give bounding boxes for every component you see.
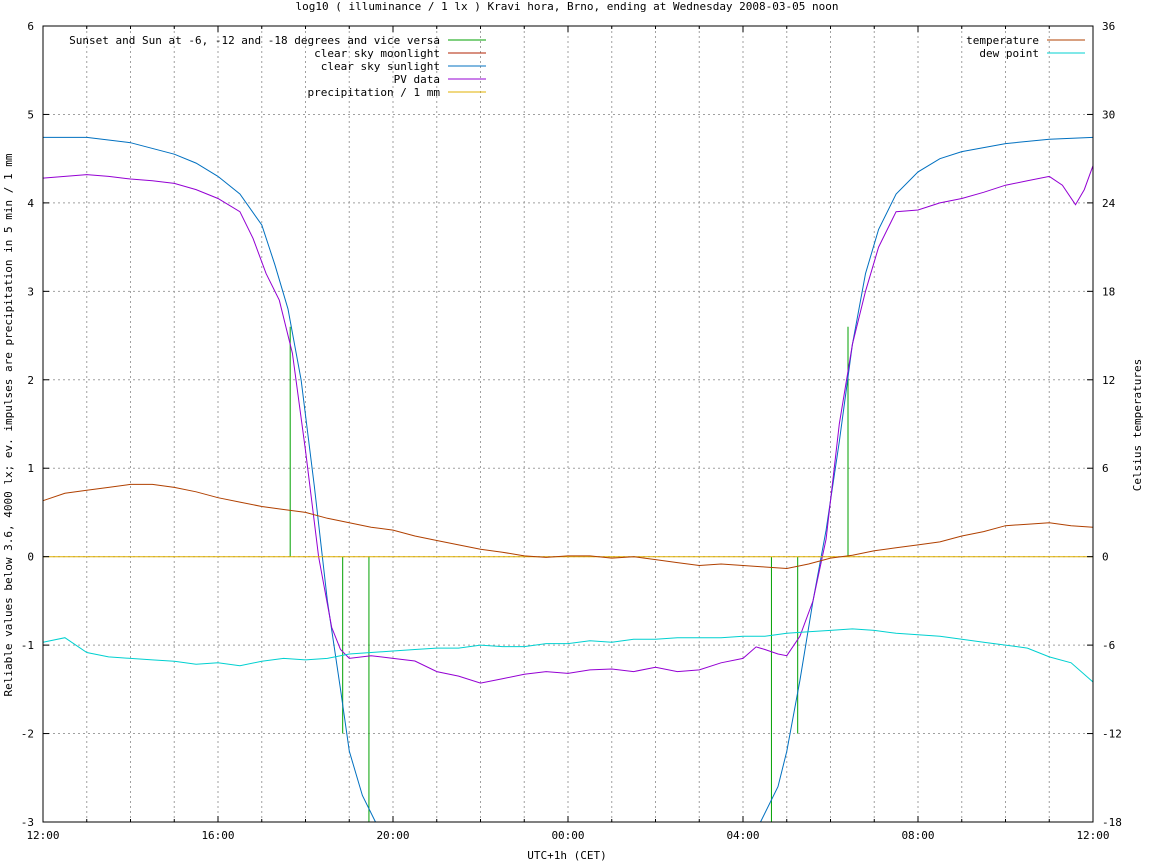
y2-tick-label: 6 (1102, 462, 1109, 475)
y-tick-label: -3 (21, 816, 34, 829)
y2-tick-label: 24 (1102, 197, 1116, 210)
y-tick-label: 2 (27, 374, 34, 387)
y2-tick-label: 30 (1102, 108, 1115, 121)
y2-tick-label: -6 (1102, 639, 1115, 652)
legend-label: Sunset and Sun at -6, -12 and -18 degree… (69, 34, 440, 47)
x-tick-label: 04:00 (726, 829, 759, 842)
y-tick-label: 4 (27, 197, 34, 210)
legend-label: PV data (394, 73, 440, 86)
y2-tick-label: -18 (1102, 816, 1122, 829)
y2-tick-label: 36 (1102, 20, 1115, 33)
y-tick-label: 3 (27, 285, 34, 298)
y-axis-label: Reliable values below 3.6, 4000 lx; ev. … (2, 153, 15, 696)
legend-label: temperature (966, 34, 1039, 47)
grid (43, 26, 1093, 822)
dew-point-line (42, 628, 1094, 683)
y-tick-label: 6 (27, 20, 34, 33)
legend-left: Sunset and Sun at -6, -12 and -18 degree… (69, 34, 486, 99)
x-tick-label: 16:00 (201, 829, 234, 842)
y2-axis-label: Celsius temperatures (1131, 359, 1144, 491)
legend-label: clear sky sunlight (321, 60, 440, 73)
x-tick-label: 12:00 (1076, 829, 1109, 842)
chart-title: log10 ( illuminance / 1 lx ) Kravi hora,… (295, 0, 838, 13)
clear-sky-sunlight-line (43, 136, 1094, 823)
y-tick-label: 0 (27, 551, 34, 564)
legend-label: dew point (979, 47, 1039, 60)
x-tick-label: 20:00 (376, 829, 409, 842)
y2-tick-label: 12 (1102, 374, 1115, 387)
temperature-line (42, 483, 1094, 570)
y-tick-label: -2 (21, 728, 34, 741)
y2-tick-label: 18 (1102, 285, 1115, 298)
x-tick-label: 08:00 (901, 829, 934, 842)
y2-tick-label: -12 (1102, 728, 1122, 741)
legend-label: clear sky moonlight (314, 47, 440, 60)
plot-series (42, 136, 1094, 823)
legend-label: precipitation / 1 mm (308, 86, 441, 99)
x-tick-label: 12:00 (26, 829, 59, 842)
y-tick-label: -1 (21, 639, 34, 652)
x-tick-label: 00:00 (551, 829, 584, 842)
pv-data-line (42, 165, 1094, 684)
y-tick-label: 1 (27, 462, 34, 475)
x-axis-label: UTC+1h (CET) (527, 849, 606, 862)
y2-tick-label: 0 (1102, 551, 1109, 564)
y-tick-label: 5 (27, 108, 34, 121)
